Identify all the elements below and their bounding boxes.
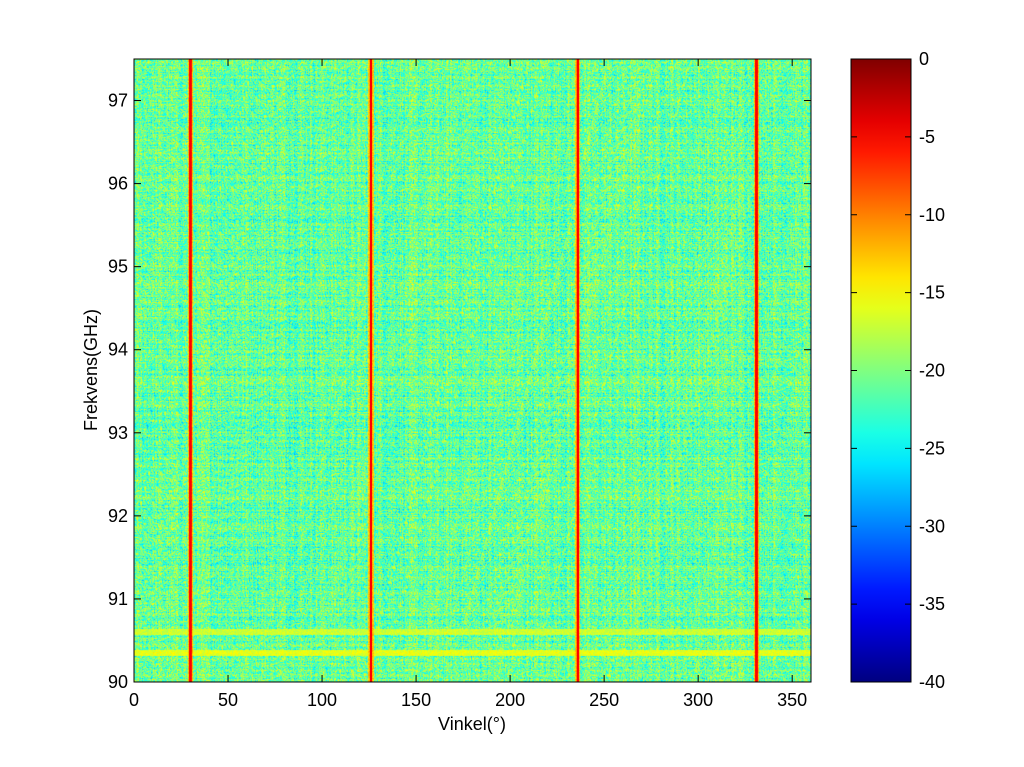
- y-tick-label: 97: [108, 91, 128, 111]
- y-tick-label: 92: [108, 506, 128, 526]
- colorbar-tick-label: -35: [919, 594, 945, 614]
- colorbar-gradient: [850, 58, 912, 683]
- x-tick-label: 200: [495, 690, 525, 710]
- y-tick-label: 93: [108, 423, 128, 443]
- x-tick-label: 250: [589, 690, 619, 710]
- colorbar-tick-label: -30: [919, 516, 945, 536]
- colorbar-tick-label: -25: [919, 438, 945, 458]
- y-tick-label: 96: [108, 174, 128, 194]
- colorbar-tick-label: -40: [919, 672, 945, 692]
- colorbar-tick-label: -10: [919, 205, 945, 225]
- plot-frame: [133, 58, 812, 683]
- x-tick-label: 350: [777, 690, 807, 710]
- x-tick-label: 300: [683, 690, 713, 710]
- x-tick-label: 0: [129, 690, 139, 710]
- x-tick-label: 50: [218, 690, 238, 710]
- colorbar-tick-label: -5: [919, 127, 935, 147]
- y-tick-label: 91: [108, 589, 128, 609]
- heatmap-plot: 0 50 100 150 200 250 300 350 90 91 92 93 94 95 96 97: [108, 58, 812, 710]
- x-axis-label: Vinkel(°): [438, 714, 506, 734]
- x-tick-label: 100: [307, 690, 337, 710]
- y-tick-label: 95: [108, 257, 128, 277]
- y-tick-label: 90: [108, 672, 128, 692]
- y-tick-label: 94: [108, 340, 128, 360]
- colorbar-tick-label: -20: [919, 361, 945, 381]
- heatmap-image: [134, 59, 811, 682]
- x-tick-label: 150: [401, 690, 431, 710]
- colorbar-tick-label: -15: [919, 283, 945, 303]
- colorbar-tick-label: 0: [919, 49, 929, 69]
- colorbar: 0 -5 -10 -15 -20 -25 -30 -35 -40: [850, 49, 945, 692]
- y-axis-label: Frekvens(GHz): [81, 309, 101, 431]
